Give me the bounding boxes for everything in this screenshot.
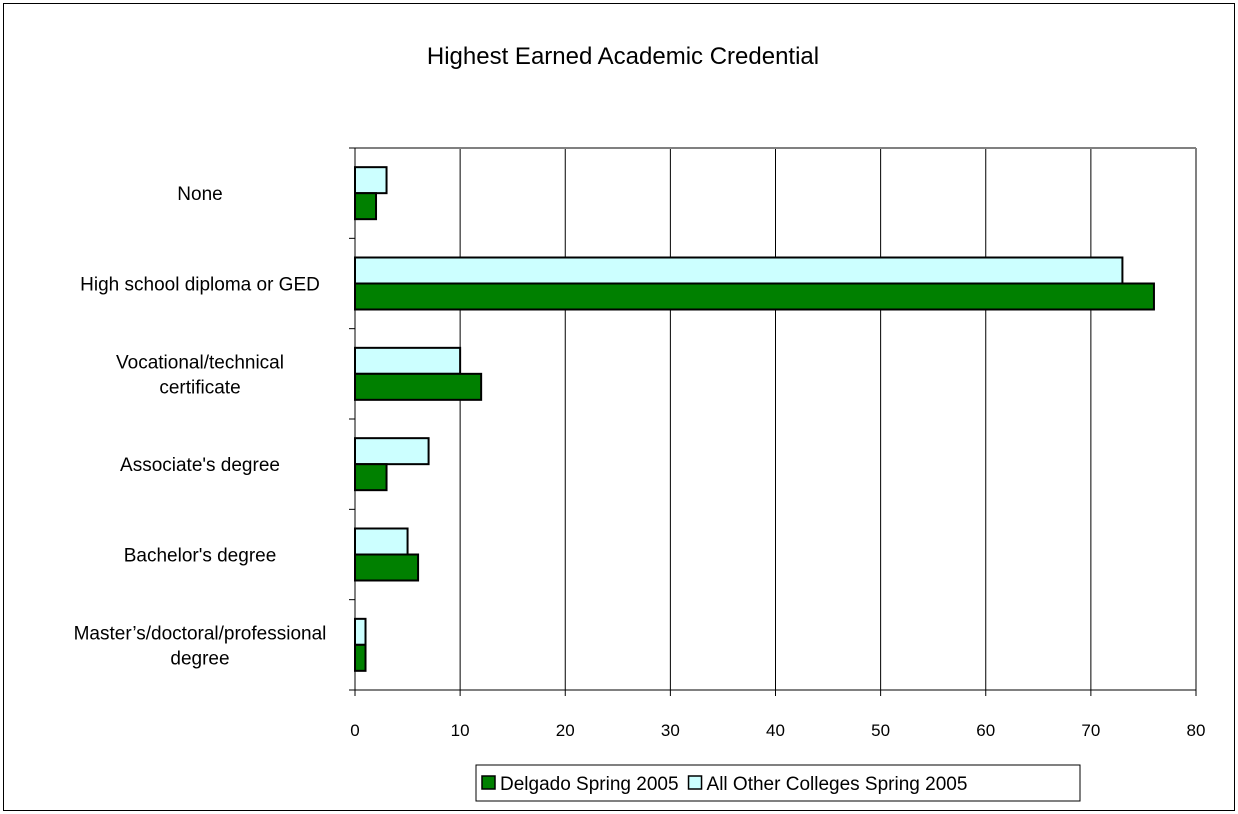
x-tick-label: 50 (871, 721, 890, 740)
bar-delgado (354, 282, 1155, 311)
category-label: Vocational/technical (116, 352, 284, 373)
bars (354, 166, 1155, 672)
chart-title: Highest Earned Academic Credential (427, 43, 819, 70)
category-label: High school diploma or GED (80, 275, 320, 296)
chart-frame (3, 3, 1235, 811)
category-label: degree (170, 648, 229, 669)
x-tick-label: 0 (350, 721, 359, 740)
bar-all-other-colleges (354, 346, 462, 375)
x-tick-label: 80 (1187, 721, 1206, 740)
x-tick-label: 20 (556, 721, 575, 740)
plot-area (349, 147, 1197, 691)
x-tick-label: 10 (451, 721, 470, 740)
grid-lines (459, 148, 1197, 690)
category-labels: None High school diploma or GED Vocational… (74, 184, 327, 669)
bar-all-other-colleges (354, 437, 430, 466)
bar-delgado (354, 463, 388, 492)
legend-swatch (687, 775, 703, 790)
bar-delgado (354, 372, 483, 401)
category-label: Bachelor's degree (124, 546, 277, 567)
x-tick-label: 40 (766, 721, 785, 740)
legend-box (475, 764, 1081, 802)
x-tick-label: 70 (1081, 721, 1100, 740)
bar-all-other-colleges (354, 527, 409, 556)
x-tick-label: 30 (661, 721, 680, 740)
bar-delgado (354, 643, 367, 672)
legend-label: All Other Colleges Spring 2005 (707, 774, 968, 795)
bar-all-other-colleges (354, 617, 367, 646)
category-label: certificate (159, 377, 240, 398)
bar-delgado (354, 192, 378, 221)
bar-all-other-colleges (354, 166, 388, 195)
category-label: None (177, 184, 222, 205)
category-label: Associate's degree (120, 455, 280, 476)
legend-swatch (481, 775, 496, 790)
bar-delgado (354, 553, 420, 582)
bar-all-other-colleges (354, 256, 1124, 285)
x-tick-labels: 0 10 20 30 40 50 60 70 80 (350, 690, 1205, 740)
legend-label: Delgado Spring 2005 (500, 774, 679, 795)
x-tick-label: 60 (976, 721, 995, 740)
legend: Delgado Spring 2005 All Other Colleges Sp… (475, 764, 1081, 802)
category-label: Master’s/doctoral/professional (74, 623, 327, 644)
